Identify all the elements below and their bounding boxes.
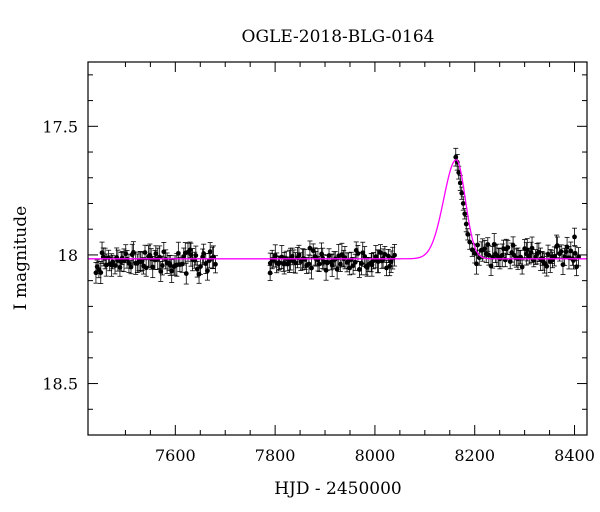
data-point (277, 260, 282, 266)
data-point (169, 268, 175, 274)
data-point (485, 242, 491, 247)
data-point (528, 250, 534, 255)
data-point (310, 248, 316, 254)
data-point (267, 270, 273, 276)
axis-ticks (88, 62, 587, 436)
data-point (355, 251, 361, 256)
data-point (142, 250, 148, 255)
model-curve (88, 159, 587, 260)
data-point (467, 239, 473, 245)
data-point (324, 260, 330, 266)
data-point (392, 252, 397, 258)
data-point (207, 249, 213, 255)
data-point (519, 264, 525, 270)
y-tick-label: 18 (58, 246, 78, 265)
data-point (153, 251, 159, 257)
data-point (99, 250, 105, 256)
data-point (554, 243, 560, 248)
data-point (289, 254, 295, 259)
data-point (194, 266, 200, 272)
data-point (465, 231, 471, 237)
data-point (293, 260, 298, 266)
data-point (350, 263, 356, 269)
data-point (110, 259, 116, 265)
data-point (371, 258, 376, 264)
data-point (369, 262, 375, 268)
data-point (544, 263, 550, 269)
data-point (183, 271, 189, 276)
data-point (576, 254, 581, 260)
data-point (296, 252, 302, 258)
data-point (334, 266, 340, 272)
data-point (352, 259, 358, 265)
data-point (563, 249, 569, 255)
data-point (545, 251, 551, 257)
data-point (205, 268, 210, 274)
data-point (462, 211, 468, 217)
data-point (359, 261, 364, 267)
data-point (150, 264, 156, 270)
data-point (315, 257, 321, 263)
data-point (564, 244, 570, 250)
data-point (319, 251, 324, 257)
y-tick-label: 17.5 (42, 117, 78, 136)
data-point (572, 234, 577, 240)
data-point (456, 170, 462, 176)
data-point (356, 267, 362, 272)
y-tick-label: 18.5 (42, 375, 78, 394)
data-point (526, 253, 532, 259)
data-point (306, 261, 312, 267)
x-tick-label: 8200 (454, 446, 495, 465)
data-points (93, 147, 582, 285)
data-point (460, 201, 466, 206)
data-point (457, 180, 463, 186)
data-point (475, 242, 481, 248)
data-point (560, 262, 566, 268)
data-point (98, 270, 104, 275)
data-point (159, 263, 165, 268)
data-point (126, 260, 132, 266)
data-point (388, 259, 394, 265)
data-point (339, 252, 345, 258)
y-axis-label: I magnitude (11, 206, 31, 310)
x-tick-label: 7800 (255, 446, 296, 465)
data-point (459, 190, 465, 196)
x-tick-label: 8000 (355, 446, 396, 465)
chart-title: OGLE-2018-BLG-0164 (242, 27, 435, 47)
data-point (469, 247, 475, 253)
data-point (213, 261, 218, 267)
x-axis-label: HJD - 2450000 (274, 479, 402, 499)
data-point (267, 260, 273, 266)
data-point (175, 250, 181, 256)
data-point (128, 264, 134, 270)
data-point (316, 261, 322, 267)
data-point (360, 250, 366, 256)
data-point (179, 261, 185, 267)
data-point (558, 249, 564, 254)
data-point (373, 254, 379, 260)
data-point (463, 221, 469, 227)
data-point (203, 261, 209, 267)
data-point (510, 242, 516, 248)
data-point (307, 245, 313, 251)
plot-frame (87, 61, 588, 436)
data-point (198, 264, 203, 269)
x-tick-label: 7600 (155, 446, 196, 465)
data-point (572, 250, 578, 256)
data-point (193, 253, 199, 258)
data-point (309, 265, 314, 271)
data-point (117, 265, 123, 270)
data-point (188, 252, 194, 258)
data-point (505, 245, 511, 250)
x-tick-label: 8400 (554, 446, 595, 465)
tick-labels: 7600 7800 8000 8200 8400 17.5 18 18.5 (42, 117, 595, 465)
